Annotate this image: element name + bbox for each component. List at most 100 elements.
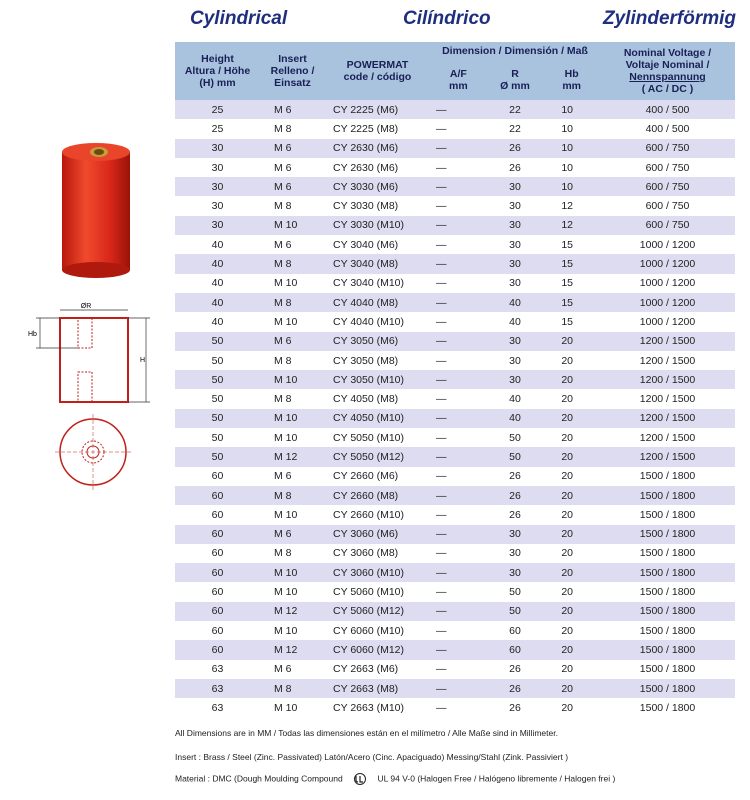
table-cell: CY 3040 (M10) [333,277,405,290]
table-cell: 600 / 750 [645,161,690,174]
table-row: 60 M 10 CY 3060 (M10) —30 20 1500 / 1800 [175,563,735,583]
table-cell: 1200 / 1500 [639,393,696,406]
table-cell: 10 [543,177,600,197]
table-cell: M 12 [260,640,325,660]
table-cell: 10 [543,100,600,120]
table-cell: 1500 / 1800 [639,701,696,714]
table-cell: 15 [561,315,573,328]
group-header: Dimension / Dimensión / Maß [430,42,600,60]
table-cell: 20 [561,354,573,367]
table-cell: — [436,161,447,174]
table-cell: 1000 / 1200 [639,315,696,328]
table-cell: 50 [509,586,521,599]
table-cell: 10 [561,161,573,174]
table-cell: 40 [486,408,544,429]
table-cell: 20 [543,563,600,583]
column-header: Height Altura / Höhe (H) mm [175,42,260,100]
table-cell: 20 [561,470,573,483]
table-cell: CY 3050 (M10) [325,370,430,390]
table-cell: 63 [175,678,260,699]
table-cell: 30 [175,177,260,197]
table-row: 60 M 12 CY 6060 (M12) —60 20 1500 / 1800 [175,640,735,660]
table-cell: M 10 [274,586,298,599]
table-cell: 30 [509,547,521,560]
table-cell: 1500 / 1800 [600,563,735,583]
table-cell: 600 / 750 [600,177,735,197]
table-cell: — [436,238,447,251]
table-cell: — [436,663,447,676]
table-row: 60 M 10 CY 6060 (M10) — 60 20 1500 / 1800 [175,621,735,640]
table-cell: 20 [543,524,600,544]
table-cell: 30 [486,215,544,236]
table-cell: 400 / 500 [600,100,735,120]
table-cell: 10 [543,138,600,158]
table-cell: 20 [561,508,573,521]
table-cell: 60 [175,563,260,583]
table-cell: CY 2663 (M8) [325,678,430,699]
table-cell: CY 3060 (M8) [333,547,399,560]
table-cell: 1500 / 1800 [639,624,696,637]
table-cell: 60 [211,470,224,483]
table-cell: 22 [486,100,544,120]
table-cell: — [436,624,447,637]
table-cell: — [436,277,447,290]
table-cell: 26 [509,161,521,174]
table-cell: M 8 [260,292,325,313]
table-cell: 60 [175,524,260,544]
table-cell: M 12 [260,601,325,622]
table-cell: 1500 / 1800 [639,470,696,483]
table-cell: 63 [211,701,224,714]
table-cell: — [436,122,447,135]
table-cell: CY 2660 (M6) [333,470,399,483]
table-cell: 30 [509,238,521,251]
table-row: 50 M 10 CY 3050 (M10) —30 20 1200 / 1500 [175,370,735,390]
table-cell: 60 [175,485,260,506]
table-cell: — [430,138,487,158]
product-illustration: ØR Hb H [28,143,150,490]
table-cell: CY 4050 (M8) [333,393,399,406]
table-cell: 40 [509,315,521,328]
table-cell: 26 [509,470,521,483]
table-cell: 40 [509,393,521,406]
header-line: Hb [564,68,579,80]
table-cell: — [436,586,447,599]
table-cell: — [430,678,487,699]
table-row: 50 M 6 CY 3050 (M6) —30 20 1200 / 1500 [175,331,735,351]
table-cell: CY 2660 (M10) [333,508,405,521]
table-row: 30 M 6 CY 2630 (M6) — 26 10 600 / 750 [175,158,735,177]
table-cell: CY 2225 (M6) [325,100,430,120]
table-cell: 30 [486,524,544,544]
table-cell: M 8 [260,678,325,699]
table-cell: M 6 [274,470,292,483]
table-cell: 1200 / 1500 [600,447,735,467]
table-cell: 1500 / 1800 [639,663,696,676]
table-cell: 30 [486,254,544,274]
table-cell: 1500 / 1800 [639,508,696,521]
table-cell: — [436,393,447,406]
table-cell: 50 [211,431,224,444]
table-cell: 30 [175,138,260,158]
table-cell: 20 [561,586,573,599]
table-cell: M 6 [274,663,292,676]
table-cell: 600 / 750 [600,138,735,158]
footnote-text: Material : DMC (Dough Moulding Compound [175,773,343,784]
table-cell: CY 3040 (M8) [325,254,430,274]
table-cell: 50 [211,393,224,406]
table-row: 40 M 10 CY 4040 (M10) — 40 15 1000 / 1200 [175,312,735,331]
table-cell: CY 4040 (M10) [333,315,405,328]
table-cell: CY 2630 (M6) [325,138,430,158]
table-cell: 1000 / 1200 [600,292,735,313]
table-cell: 50 [486,601,544,622]
header-line: mm [562,80,581,92]
table-cell: — [436,547,447,560]
table-cell: 40 [175,254,260,274]
table-cell: 1000 / 1200 [600,254,735,274]
table-cell: 1500 / 1800 [639,586,696,599]
footnote: All Dimensions are in MM / Todas las dim… [175,728,558,738]
table-cell: CY 5060 (M10) [333,586,405,599]
table-cell: CY 3040 (M6) [333,238,399,251]
table-cell: CY 3030 (M6) [325,177,430,197]
header-line: code / código [343,71,412,83]
table-row: 63 M 6 CY 2663 (M6) — 26 20 1500 / 1800 [175,660,735,679]
